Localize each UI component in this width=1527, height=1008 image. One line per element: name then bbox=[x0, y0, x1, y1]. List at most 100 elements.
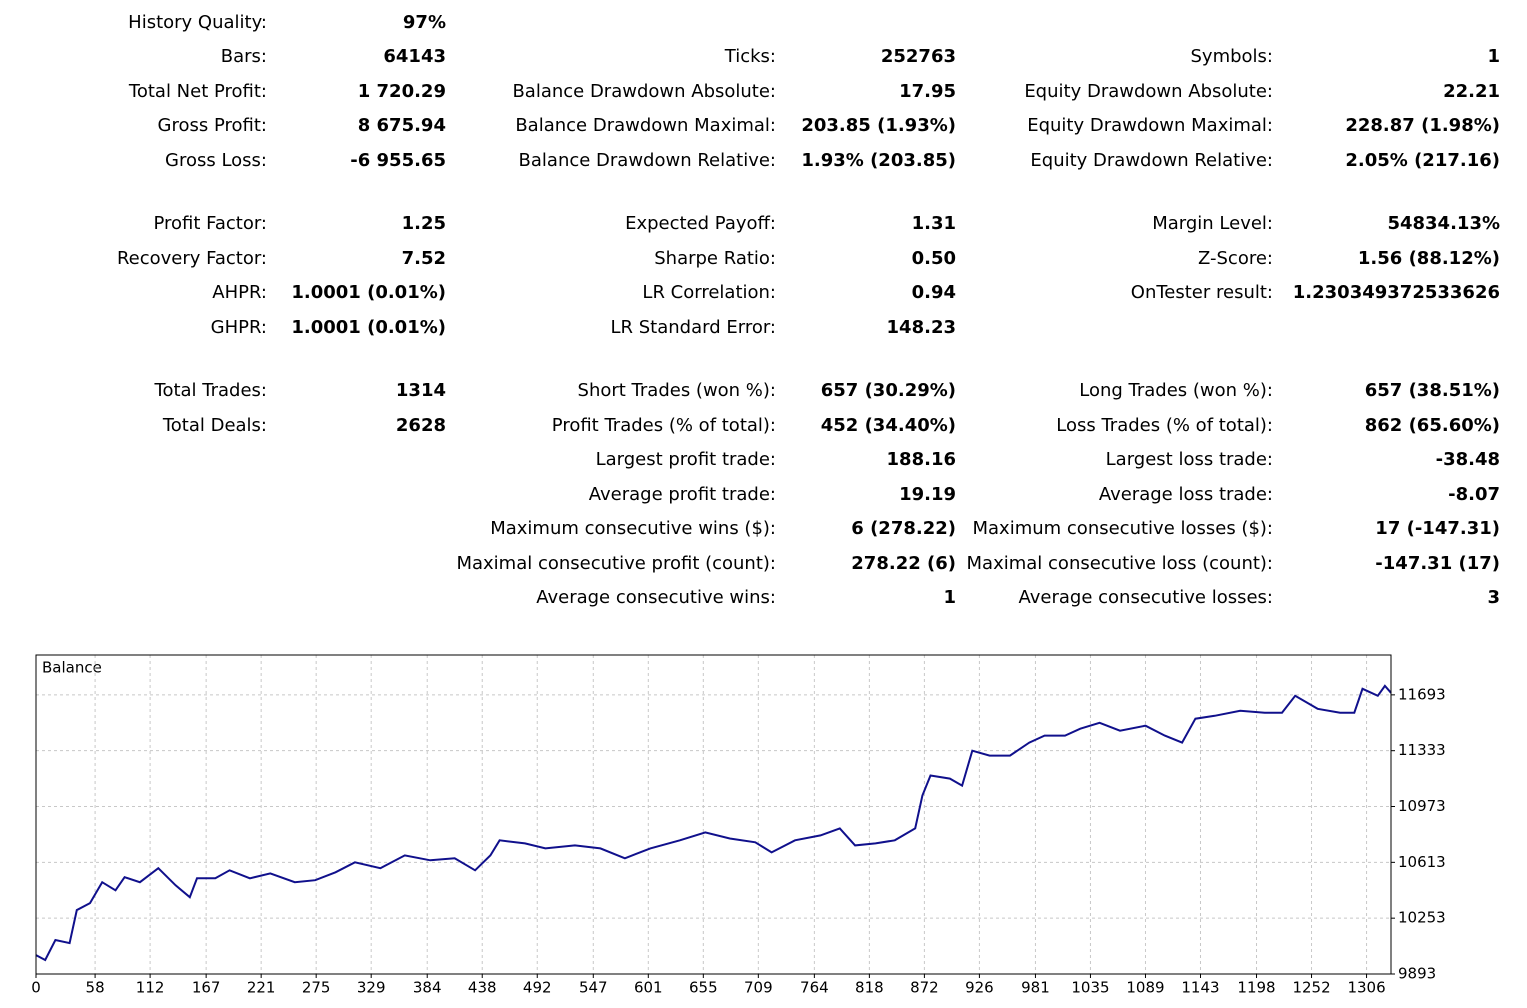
x-tick-label: 655 bbox=[689, 979, 718, 997]
stat-label: Profit Factor: bbox=[153, 213, 267, 234]
stat-label: Z-Score: bbox=[1198, 248, 1273, 269]
stat-label: Largest loss trade: bbox=[1106, 449, 1273, 470]
stat-label: Balance Drawdown Maximal: bbox=[515, 115, 776, 136]
stat-label: Average consecutive wins: bbox=[536, 587, 776, 608]
x-tick-label: 438 bbox=[468, 979, 497, 997]
stat-value: 64143 bbox=[383, 46, 446, 67]
y-tick-label: 11333 bbox=[1398, 741, 1446, 759]
stat-label: Average profit trade: bbox=[589, 484, 776, 505]
x-tick-label: 981 bbox=[1021, 979, 1050, 997]
x-tick-label: 492 bbox=[523, 979, 552, 997]
stat-label: GHPR: bbox=[211, 317, 267, 338]
stat-value: 1.230349372533626 bbox=[1293, 282, 1500, 303]
stat-label: Loss Trades (% of total): bbox=[1056, 415, 1273, 436]
stat-label: Maximal consecutive profit (count): bbox=[456, 553, 776, 574]
stat-label: LR Standard Error: bbox=[611, 317, 777, 338]
x-tick-label: 384 bbox=[413, 979, 442, 997]
x-tick-label: 329 bbox=[357, 979, 386, 997]
stat-label: Total Net Profit: bbox=[128, 81, 267, 102]
stat-label: Total Deals: bbox=[162, 415, 267, 436]
stat-label: History Quality: bbox=[128, 12, 267, 33]
stat-value: 862 (65.60%) bbox=[1365, 415, 1500, 436]
stat-value: 657 (38.51%) bbox=[1365, 380, 1500, 401]
x-tick-label: 601 bbox=[634, 979, 663, 997]
stat-value: 19.19 bbox=[899, 484, 956, 505]
stat-label: Recovery Factor: bbox=[117, 248, 267, 269]
stat-label: Maximum consecutive losses ($): bbox=[973, 518, 1274, 539]
stat-value: 228.87 (1.98%) bbox=[1345, 115, 1500, 136]
x-tick-label: 1252 bbox=[1292, 979, 1330, 997]
stat-label: Margin Level: bbox=[1152, 213, 1273, 234]
stat-label: Equity Drawdown Relative: bbox=[1030, 150, 1273, 171]
x-tick-label: 872 bbox=[910, 979, 939, 997]
stat-label: Equity Drawdown Maximal: bbox=[1027, 115, 1273, 136]
x-tick-label: 1143 bbox=[1181, 979, 1219, 997]
stat-label: Symbols: bbox=[1191, 46, 1274, 67]
stat-label: Gross Loss: bbox=[165, 150, 267, 171]
stat-label: Equity Drawdown Absolute: bbox=[1024, 81, 1273, 102]
y-tick-label: 10253 bbox=[1398, 909, 1446, 927]
y-tick-label: 11693 bbox=[1398, 685, 1446, 703]
stat-value: 1314 bbox=[396, 380, 446, 401]
stat-label: Balance Drawdown Absolute: bbox=[512, 81, 776, 102]
stat-value: 1.0001 (0.01%) bbox=[291, 282, 446, 303]
stat-value: 2.05% (217.16) bbox=[1345, 150, 1500, 171]
stat-value: -38.48 bbox=[1436, 449, 1500, 470]
x-tick-label: 275 bbox=[302, 979, 331, 997]
stat-label: AHPR: bbox=[212, 282, 267, 303]
stat-value: 3 bbox=[1487, 587, 1500, 608]
stat-value: 188.16 bbox=[887, 449, 956, 470]
stat-value: -147.31 (17) bbox=[1375, 553, 1500, 574]
stat-value: 17 (-147.31) bbox=[1375, 518, 1500, 539]
x-tick-label: 764 bbox=[800, 979, 829, 997]
stat-label: LR Correlation: bbox=[642, 282, 776, 303]
x-tick-label: 58 bbox=[86, 979, 105, 997]
y-tick-label: 10973 bbox=[1398, 797, 1446, 815]
x-tick-label: 1035 bbox=[1071, 979, 1109, 997]
stat-label: Expected Payoff: bbox=[625, 213, 776, 234]
stat-label: Maximal consecutive loss (count): bbox=[967, 553, 1273, 574]
y-tick-label: 10613 bbox=[1398, 853, 1446, 871]
stat-value: 1.56 (88.12%) bbox=[1358, 248, 1500, 269]
stat-value: 1 bbox=[943, 587, 956, 608]
x-tick-label: 0 bbox=[31, 979, 41, 997]
plot-frame bbox=[35, 654, 1392, 975]
stat-label: Largest profit trade: bbox=[596, 449, 776, 470]
x-tick-label: 1198 bbox=[1237, 979, 1275, 997]
x-tick-label: 112 bbox=[136, 979, 165, 997]
chart-title: Balance bbox=[42, 659, 102, 677]
x-tick-label: 926 bbox=[965, 979, 994, 997]
stat-value: 2628 bbox=[396, 415, 446, 436]
stat-value: -6 955.65 bbox=[350, 150, 446, 171]
stat-label: Long Trades (won %): bbox=[1079, 380, 1273, 401]
x-tick-label: 221 bbox=[247, 979, 276, 997]
stat-label: Bars: bbox=[221, 46, 267, 67]
stat-value: 8 675.94 bbox=[358, 115, 446, 136]
stat-value: 1.25 bbox=[402, 213, 446, 234]
stat-value: 1.31 bbox=[912, 213, 956, 234]
y-tick-label: 9893 bbox=[1398, 965, 1436, 983]
x-tick-label: 709 bbox=[744, 979, 773, 997]
stat-label: Profit Trades (% of total): bbox=[552, 415, 776, 436]
stat-label: Maximum consecutive wins ($): bbox=[490, 518, 776, 539]
stat-value: 54834.13% bbox=[1387, 213, 1500, 234]
x-tick-label: 167 bbox=[192, 979, 221, 997]
stat-label: Average consecutive losses: bbox=[1018, 587, 1273, 608]
stat-label: Sharpe Ratio: bbox=[654, 248, 776, 269]
stat-label: Total Trades: bbox=[154, 380, 267, 401]
stat-value: 657 (30.29%) bbox=[821, 380, 956, 401]
stat-value: 1.0001 (0.01%) bbox=[291, 317, 446, 338]
stat-value: 0.50 bbox=[912, 248, 956, 269]
stat-value: 1 bbox=[1487, 46, 1500, 67]
stat-value: 22.21 bbox=[1443, 81, 1500, 102]
stat-value: 148.23 bbox=[887, 317, 956, 338]
stat-value: 252763 bbox=[881, 46, 956, 67]
stat-value: 7.52 bbox=[402, 248, 446, 269]
stat-label: Average loss trade: bbox=[1099, 484, 1273, 505]
stat-value: 6 (278.22) bbox=[851, 518, 956, 539]
stat-value: 452 (34.40%) bbox=[821, 415, 956, 436]
stat-value: -8.07 bbox=[1448, 484, 1500, 505]
x-tick-label: 1306 bbox=[1347, 979, 1385, 997]
